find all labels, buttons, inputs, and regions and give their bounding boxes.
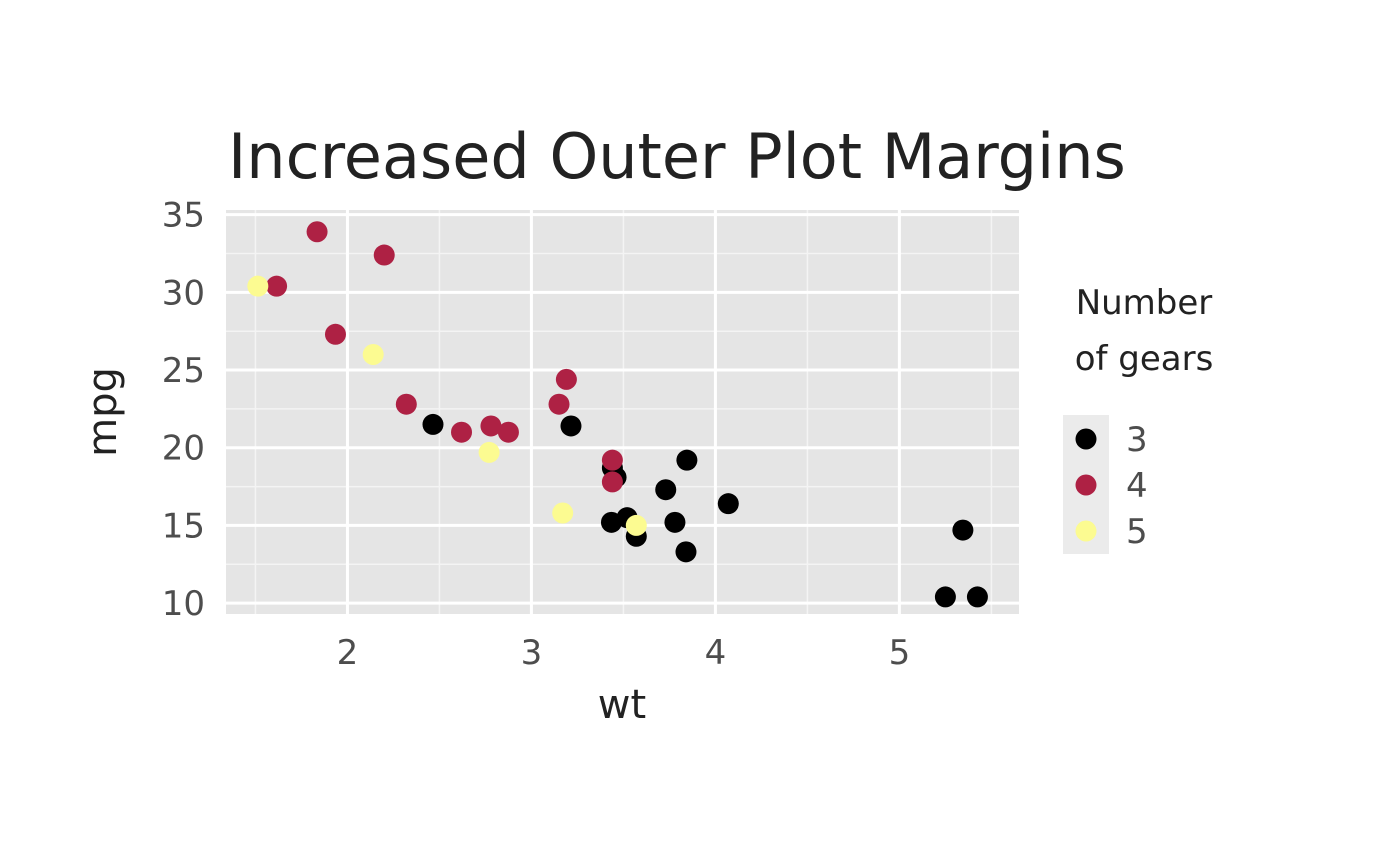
- data-point-gear-4: [373, 244, 395, 266]
- data-point-gear-5: [625, 514, 647, 536]
- legend-title-line-2: of gears: [1075, 339, 1214, 379]
- data-point-gear-4: [324, 323, 346, 345]
- data-point-gear-4: [480, 415, 502, 437]
- data-point-gear-3: [952, 519, 974, 541]
- legend-key-gear-4: [1075, 474, 1097, 496]
- y-tick-label: 25: [162, 351, 205, 391]
- x-tick-label: 4: [705, 633, 727, 673]
- y-tick-label: 35: [162, 196, 205, 236]
- y-tick-label: 10: [162, 584, 205, 624]
- points-layer: [247, 221, 988, 608]
- data-point-gear-3: [655, 479, 677, 501]
- x-tick-label: 2: [337, 633, 359, 673]
- data-point-gear-3: [664, 511, 686, 533]
- legend-key-gear-5: [1075, 520, 1097, 542]
- axis-layer: 2 3 4 5 10 15 20 25 30 35: [162, 196, 910, 673]
- legend-label-gear-4: 4: [1126, 466, 1148, 506]
- legend-items: 3 4 5: [1075, 420, 1148, 552]
- data-point-gear-3: [675, 541, 697, 563]
- data-point-gear-3: [676, 449, 698, 471]
- data-point-gear-5: [552, 502, 574, 524]
- data-point-gear-5: [478, 441, 500, 463]
- data-point-gear-4: [497, 421, 519, 443]
- data-point-gear-4: [306, 221, 328, 243]
- legend-label-gear-3: 3: [1126, 420, 1148, 460]
- data-point-gear-3: [717, 493, 739, 515]
- y-axis-label: mpg: [80, 367, 126, 457]
- data-point-gear-5: [247, 275, 269, 297]
- legend: Number of gears 3 4 5: [1063, 283, 1213, 554]
- y-tick-label: 15: [162, 506, 205, 546]
- grid-layer: [226, 210, 1019, 614]
- data-point-gear-5: [362, 344, 384, 366]
- y-tick-label: 30: [162, 273, 205, 313]
- data-point-gear-4: [601, 471, 623, 493]
- data-point-gear-4: [266, 275, 288, 297]
- legend-label-gear-5: 5: [1126, 512, 1148, 552]
- data-point-gear-4: [451, 421, 473, 443]
- data-point-gear-4: [548, 393, 570, 415]
- data-point-gear-4: [555, 368, 577, 390]
- x-tick-label: 3: [521, 633, 543, 673]
- data-point-gear-3: [966, 586, 988, 608]
- plot-panel: [226, 210, 1019, 614]
- legend-title-line-1: Number: [1076, 283, 1213, 323]
- data-point-gear-3: [600, 511, 622, 533]
- data-point-gear-4: [601, 449, 623, 471]
- x-axis-label: wt: [598, 682, 646, 728]
- data-point-gear-3: [560, 415, 582, 437]
- y-tick-label: 20: [162, 429, 205, 469]
- legend-key-gear-3: [1075, 428, 1097, 450]
- x-tick-label: 5: [889, 633, 911, 673]
- data-point-gear-3: [422, 413, 444, 435]
- data-point-gear-3: [934, 586, 956, 608]
- data-point-gear-4: [395, 393, 417, 415]
- chart-title: Increased Outer Plot Margins: [228, 120, 1126, 193]
